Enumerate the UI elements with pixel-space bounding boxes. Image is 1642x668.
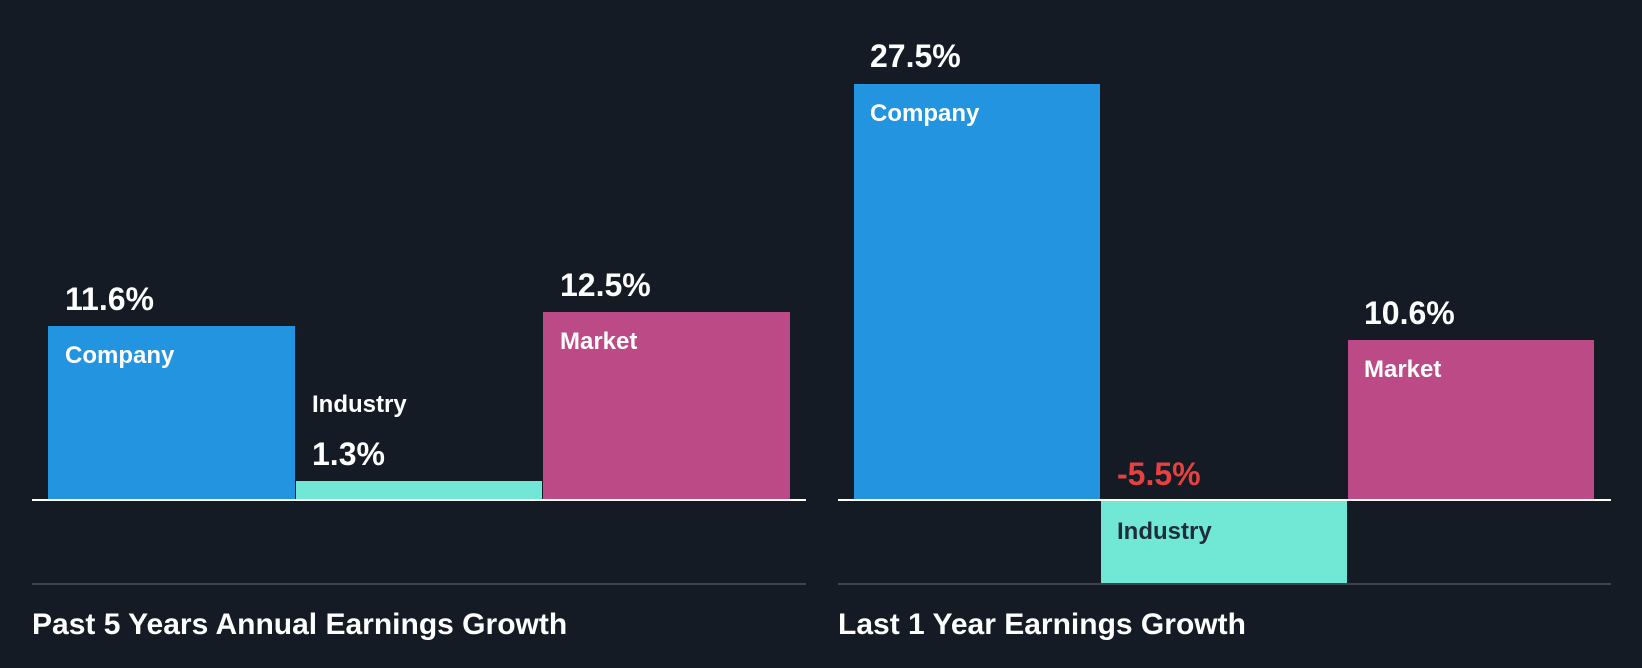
company-bar xyxy=(854,84,1100,500)
zero-baseline xyxy=(838,499,1611,501)
panel-divider xyxy=(838,583,1611,585)
industry-label: Industry xyxy=(1117,518,1212,545)
market-label: Market xyxy=(1364,356,1442,383)
industry-label: Industry xyxy=(312,391,407,418)
zero-baseline xyxy=(32,499,806,501)
panel-divider xyxy=(32,583,806,585)
market-bar xyxy=(543,312,790,500)
chart-past-5-years: 11.6% Company Industry 1.3% 12.5% Market… xyxy=(32,267,806,641)
company-label: Company xyxy=(65,342,175,369)
industry-bar xyxy=(296,481,542,500)
company-bar xyxy=(48,326,295,500)
industry-value: 1.3% xyxy=(312,436,385,472)
company-value: 11.6% xyxy=(65,281,154,317)
market-value: 10.6% xyxy=(1364,295,1455,331)
company-value: 27.5% xyxy=(870,38,961,74)
market-value: 12.5% xyxy=(560,267,651,303)
chart-title: Past 5 Years Annual Earnings Growth xyxy=(32,608,568,641)
chart-last-1-year: 27.5% Company -5.5% Industry 10.6% Marke… xyxy=(821,0,1642,668)
industry-bar xyxy=(1101,500,1347,584)
market-label: Market xyxy=(560,328,638,355)
company-label: Company xyxy=(870,100,980,127)
industry-value: -5.5% xyxy=(1117,456,1201,492)
market-bar xyxy=(1348,340,1594,500)
chart-title: Last 1 Year Earnings Growth xyxy=(838,608,1246,641)
